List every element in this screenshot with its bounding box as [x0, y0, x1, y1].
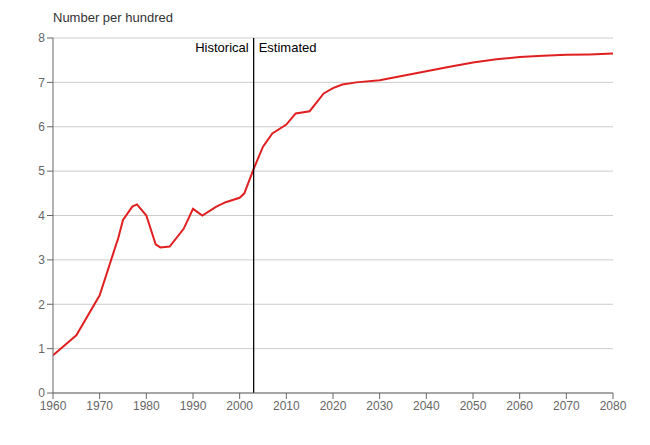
svg-text:2: 2	[38, 298, 45, 312]
svg-text:5: 5	[38, 164, 45, 178]
svg-text:Historical: Historical	[195, 40, 249, 55]
svg-text:7: 7	[38, 76, 45, 90]
svg-text:1960: 1960	[40, 399, 67, 413]
svg-text:3: 3	[38, 253, 45, 267]
svg-text:2060: 2060	[506, 399, 533, 413]
svg-text:2040: 2040	[413, 399, 440, 413]
svg-text:2070: 2070	[553, 399, 580, 413]
svg-text:2030: 2030	[366, 399, 393, 413]
svg-text:2080: 2080	[600, 399, 627, 413]
svg-text:4: 4	[38, 209, 45, 223]
html-text:Number per hundred: Number per hundred	[53, 10, 173, 25]
svg-text:1: 1	[38, 342, 45, 356]
svg-text:1990: 1990	[180, 399, 207, 413]
svg-text:8: 8	[38, 31, 45, 45]
svg-text:Estimated: Estimated	[259, 40, 317, 55]
svg-text:1970: 1970	[86, 399, 113, 413]
svg-text:0: 0	[38, 386, 45, 400]
svg-text:2020: 2020	[320, 399, 347, 413]
svg-text:1980: 1980	[133, 399, 160, 413]
svg-text:2010: 2010	[273, 399, 300, 413]
svg-text:6: 6	[38, 120, 45, 134]
svg-text:2000: 2000	[226, 399, 253, 413]
svg-text:2050: 2050	[460, 399, 487, 413]
